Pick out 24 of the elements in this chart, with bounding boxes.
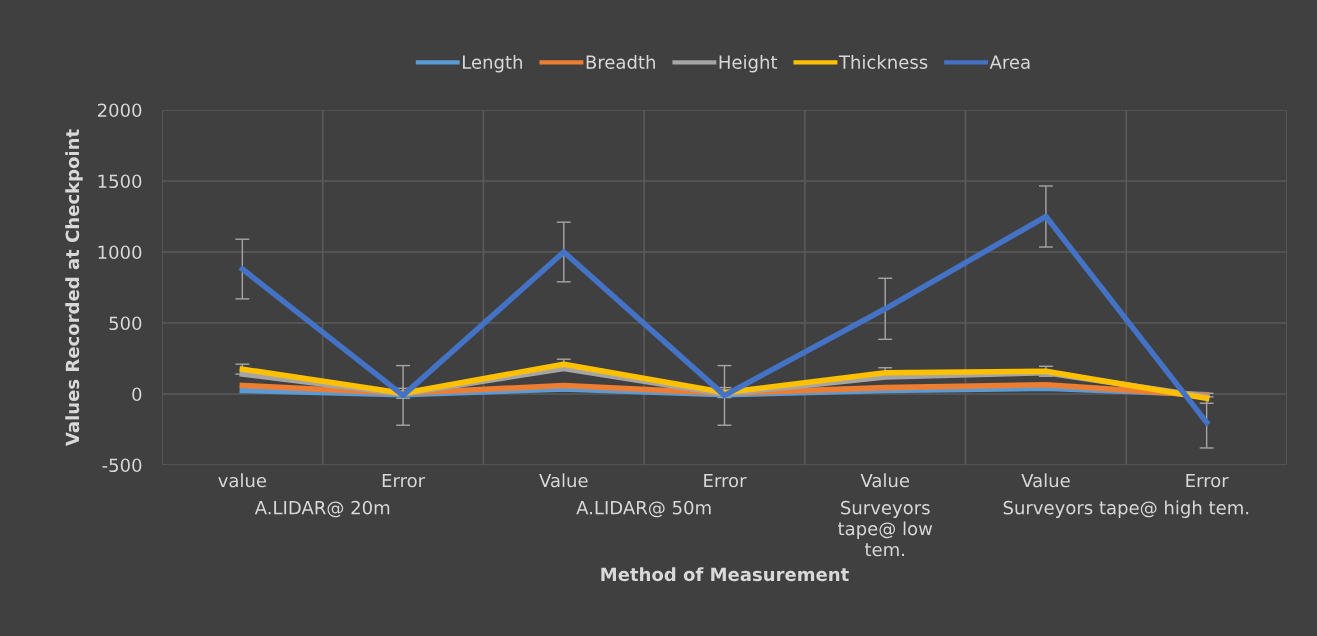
x-tick-label: value — [218, 473, 267, 488]
text: Surveyors tape@ high tem. — [1003, 500, 1249, 518]
text: Surveyors tape@ low tem. — [838, 500, 933, 557]
x-tick-label: Error — [382, 473, 426, 488]
y-tick-label: 1500 — [98, 174, 142, 189]
text: A.LIDAR@ 50m — [576, 500, 711, 518]
text: A.LIDAR@ 20m — [254, 500, 390, 518]
legend-label: Height — [719, 54, 778, 73]
x-tick-label: Value — [1021, 473, 1070, 488]
y-axis-title: Values Recorded at Checkpoint — [65, 129, 83, 447]
x-tick-label: Error — [1186, 473, 1229, 488]
y-tick-label: -500 — [102, 458, 142, 473]
x-tick-label: Error — [704, 473, 747, 488]
legend-label: Length — [463, 54, 522, 73]
y-tick-label: 2000 — [97, 103, 142, 118]
x-tick-label: Value — [539, 473, 588, 488]
x-tick-label: Value — [860, 473, 910, 488]
legend-label: Breadth — [586, 54, 655, 69]
legend-label: Thickness — [838, 54, 928, 69]
y-tick-label: 0 — [132, 387, 142, 402]
y-tick-label: 500 — [109, 316, 142, 331]
legend-label: Area — [989, 55, 1030, 69]
y-tick-label: 1000 — [98, 245, 142, 260]
x-axis-title: Method of Measurement — [601, 567, 849, 582]
